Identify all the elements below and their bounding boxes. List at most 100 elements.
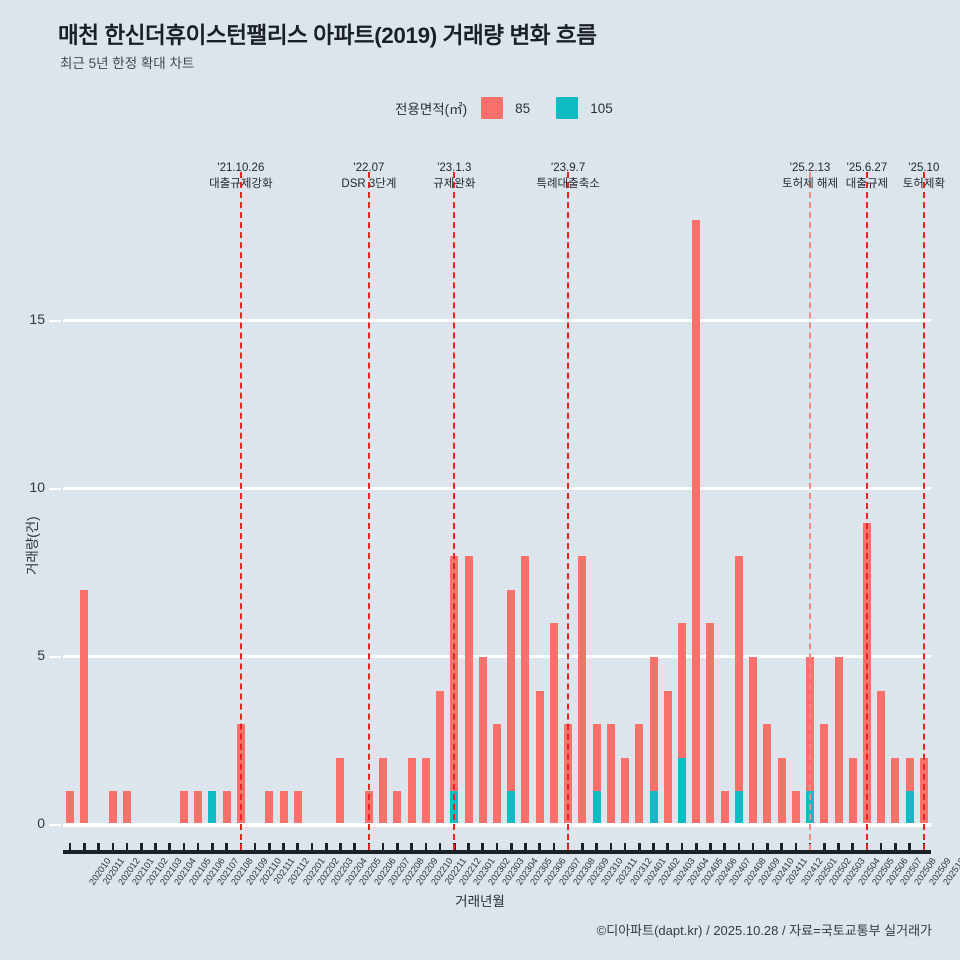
bar-85-202401[interactable] bbox=[621, 757, 630, 825]
x-tick-202504 bbox=[837, 843, 840, 854]
x-tick-202508 bbox=[894, 843, 897, 854]
x-tick-202303 bbox=[481, 843, 485, 854]
footer-credit: ©디아파트(dapt.kr) / 2025.10.28 / 자료=국토교통부 실… bbox=[596, 923, 932, 938]
y-tick-label-5: 5 bbox=[37, 646, 45, 663]
bar-85-202411[interactable] bbox=[763, 724, 772, 825]
bar-85-202410[interactable] bbox=[749, 657, 758, 825]
x-tick-202505 bbox=[851, 843, 855, 854]
bar-85-202112[interactable] bbox=[265, 791, 274, 825]
bar-105-202409[interactable] bbox=[734, 791, 743, 825]
bar-85-202303[interactable] bbox=[478, 657, 487, 825]
plot-area: 0 5 10 15 거래량(건) bbox=[25, 200, 931, 831]
x-tick-202011 bbox=[83, 843, 86, 854]
bar-85-202503[interactable] bbox=[820, 724, 829, 825]
event-date-202510: '25.10 bbox=[908, 162, 940, 174]
event-line-202110 bbox=[239, 172, 242, 850]
y-tick-label-15: 15 bbox=[29, 310, 45, 327]
bar-85-202302[interactable] bbox=[464, 556, 473, 825]
bar-85-202109[interactable] bbox=[222, 791, 231, 825]
bar-85-202408[interactable] bbox=[720, 791, 729, 825]
bar-85-202209[interactable] bbox=[393, 791, 402, 825]
bar-85-202403[interactable] bbox=[649, 657, 658, 792]
bar-85-202210[interactable] bbox=[407, 757, 416, 825]
bar-85-202504[interactable] bbox=[834, 657, 843, 825]
x-tick-202105 bbox=[168, 843, 171, 854]
bar-105-202509[interactable] bbox=[905, 791, 914, 825]
event-annotation-202110: '21.10.26 대출규제강화 bbox=[151, 160, 331, 193]
bar-85-202406[interactable] bbox=[692, 220, 701, 825]
x-tick-202507 bbox=[879, 843, 883, 854]
x-tick-202212 bbox=[438, 843, 442, 854]
bar-85-202202[interactable] bbox=[293, 791, 302, 825]
bar-85-202501[interactable] bbox=[791, 791, 800, 825]
event-date-202502: '25.2.13 bbox=[789, 162, 831, 174]
x-tick-202211 bbox=[424, 843, 428, 854]
x-tick-202408 bbox=[723, 843, 726, 854]
bar-85-202212[interactable] bbox=[436, 690, 445, 825]
bar-85-202107[interactable] bbox=[194, 791, 203, 825]
bar-85-202208[interactable] bbox=[379, 757, 388, 825]
bar-85-202306[interactable] bbox=[521, 556, 530, 825]
y-tick-mark-15 bbox=[49, 319, 61, 323]
page-title: 매천 한신더휴이스턴팰리스 아파트(2019) 거래량 변화 흐름 bbox=[58, 23, 597, 48]
x-tick-202209 bbox=[396, 843, 399, 854]
event-date-202309: '23.9.7 bbox=[551, 162, 586, 174]
bar-85-202505[interactable] bbox=[848, 757, 857, 825]
bar-85-202106[interactable] bbox=[179, 791, 188, 825]
bar-105-202311[interactable] bbox=[592, 791, 601, 825]
x-tick-202410 bbox=[751, 843, 755, 854]
x-tick-202503 bbox=[822, 843, 826, 854]
event-desc-202510: 토허제확 bbox=[902, 178, 946, 191]
x-tick-202404 bbox=[666, 843, 670, 854]
bar-105-202305[interactable] bbox=[507, 791, 516, 825]
bar-85-202205[interactable] bbox=[336, 757, 345, 825]
x-tick-202401 bbox=[623, 843, 627, 854]
event-desc-202301: 규제완화 bbox=[433, 178, 476, 191]
x-tick-202208 bbox=[381, 843, 385, 854]
x-tick-202102 bbox=[125, 843, 129, 854]
bar-85-202509[interactable] bbox=[905, 757, 914, 792]
bar-85-202407[interactable] bbox=[706, 623, 715, 825]
x-tick-202201 bbox=[282, 843, 285, 854]
x-tick-202203 bbox=[310, 843, 314, 854]
bar-85-202101[interactable] bbox=[108, 791, 117, 825]
bar-85-202405[interactable] bbox=[677, 623, 686, 758]
bar-85-202201[interactable] bbox=[279, 791, 288, 825]
bar-85-202404[interactable] bbox=[663, 690, 672, 825]
bar-85-202308[interactable] bbox=[549, 623, 558, 825]
x-tick-202406 bbox=[694, 843, 698, 854]
x-tick-202108 bbox=[211, 843, 214, 854]
event-line-202510 bbox=[922, 172, 925, 850]
bar-85-202102[interactable] bbox=[123, 791, 132, 825]
x-tick-202109 bbox=[225, 843, 228, 854]
bar-85-202307[interactable] bbox=[535, 690, 544, 825]
bar-85-202412[interactable] bbox=[777, 757, 786, 825]
x-tick-202405 bbox=[680, 843, 684, 854]
bar-85-202508[interactable] bbox=[891, 757, 900, 825]
legend: 전용면적(㎡) 85 105 bbox=[395, 97, 613, 119]
bar-85-202211[interactable] bbox=[421, 757, 430, 825]
bar-105-202108[interactable] bbox=[208, 791, 217, 825]
bar-85-202010[interactable] bbox=[66, 791, 75, 825]
bar-85-202409[interactable] bbox=[734, 556, 743, 792]
legend-label-105: 105 bbox=[590, 100, 613, 116]
bar-85-202507[interactable] bbox=[877, 690, 886, 825]
legend-swatch-85[interactable] bbox=[481, 97, 504, 119]
bar-85-202402[interactable] bbox=[635, 724, 644, 825]
event-date-202110: '21.10.26 bbox=[217, 162, 265, 174]
bar-85-202311[interactable] bbox=[592, 724, 601, 792]
legend-swatch-105[interactable] bbox=[556, 97, 579, 119]
bar-85-202011[interactable] bbox=[80, 589, 89, 825]
x-tick-202112 bbox=[268, 843, 271, 854]
bar-85-202312[interactable] bbox=[606, 724, 615, 825]
bar-105-202405[interactable] bbox=[677, 757, 686, 825]
y-tick-label-0: 0 bbox=[37, 815, 45, 831]
x-tick-202111 bbox=[253, 843, 257, 854]
bar-85-202310[interactable] bbox=[578, 556, 587, 825]
bar-85-202305[interactable] bbox=[507, 589, 516, 792]
event-desc-202502: 토허제 해제 bbox=[781, 178, 839, 191]
bar-85-202304[interactable] bbox=[493, 724, 501, 825]
bar-105-202403[interactable] bbox=[649, 791, 658, 825]
x-tick-202210 bbox=[410, 843, 413, 854]
